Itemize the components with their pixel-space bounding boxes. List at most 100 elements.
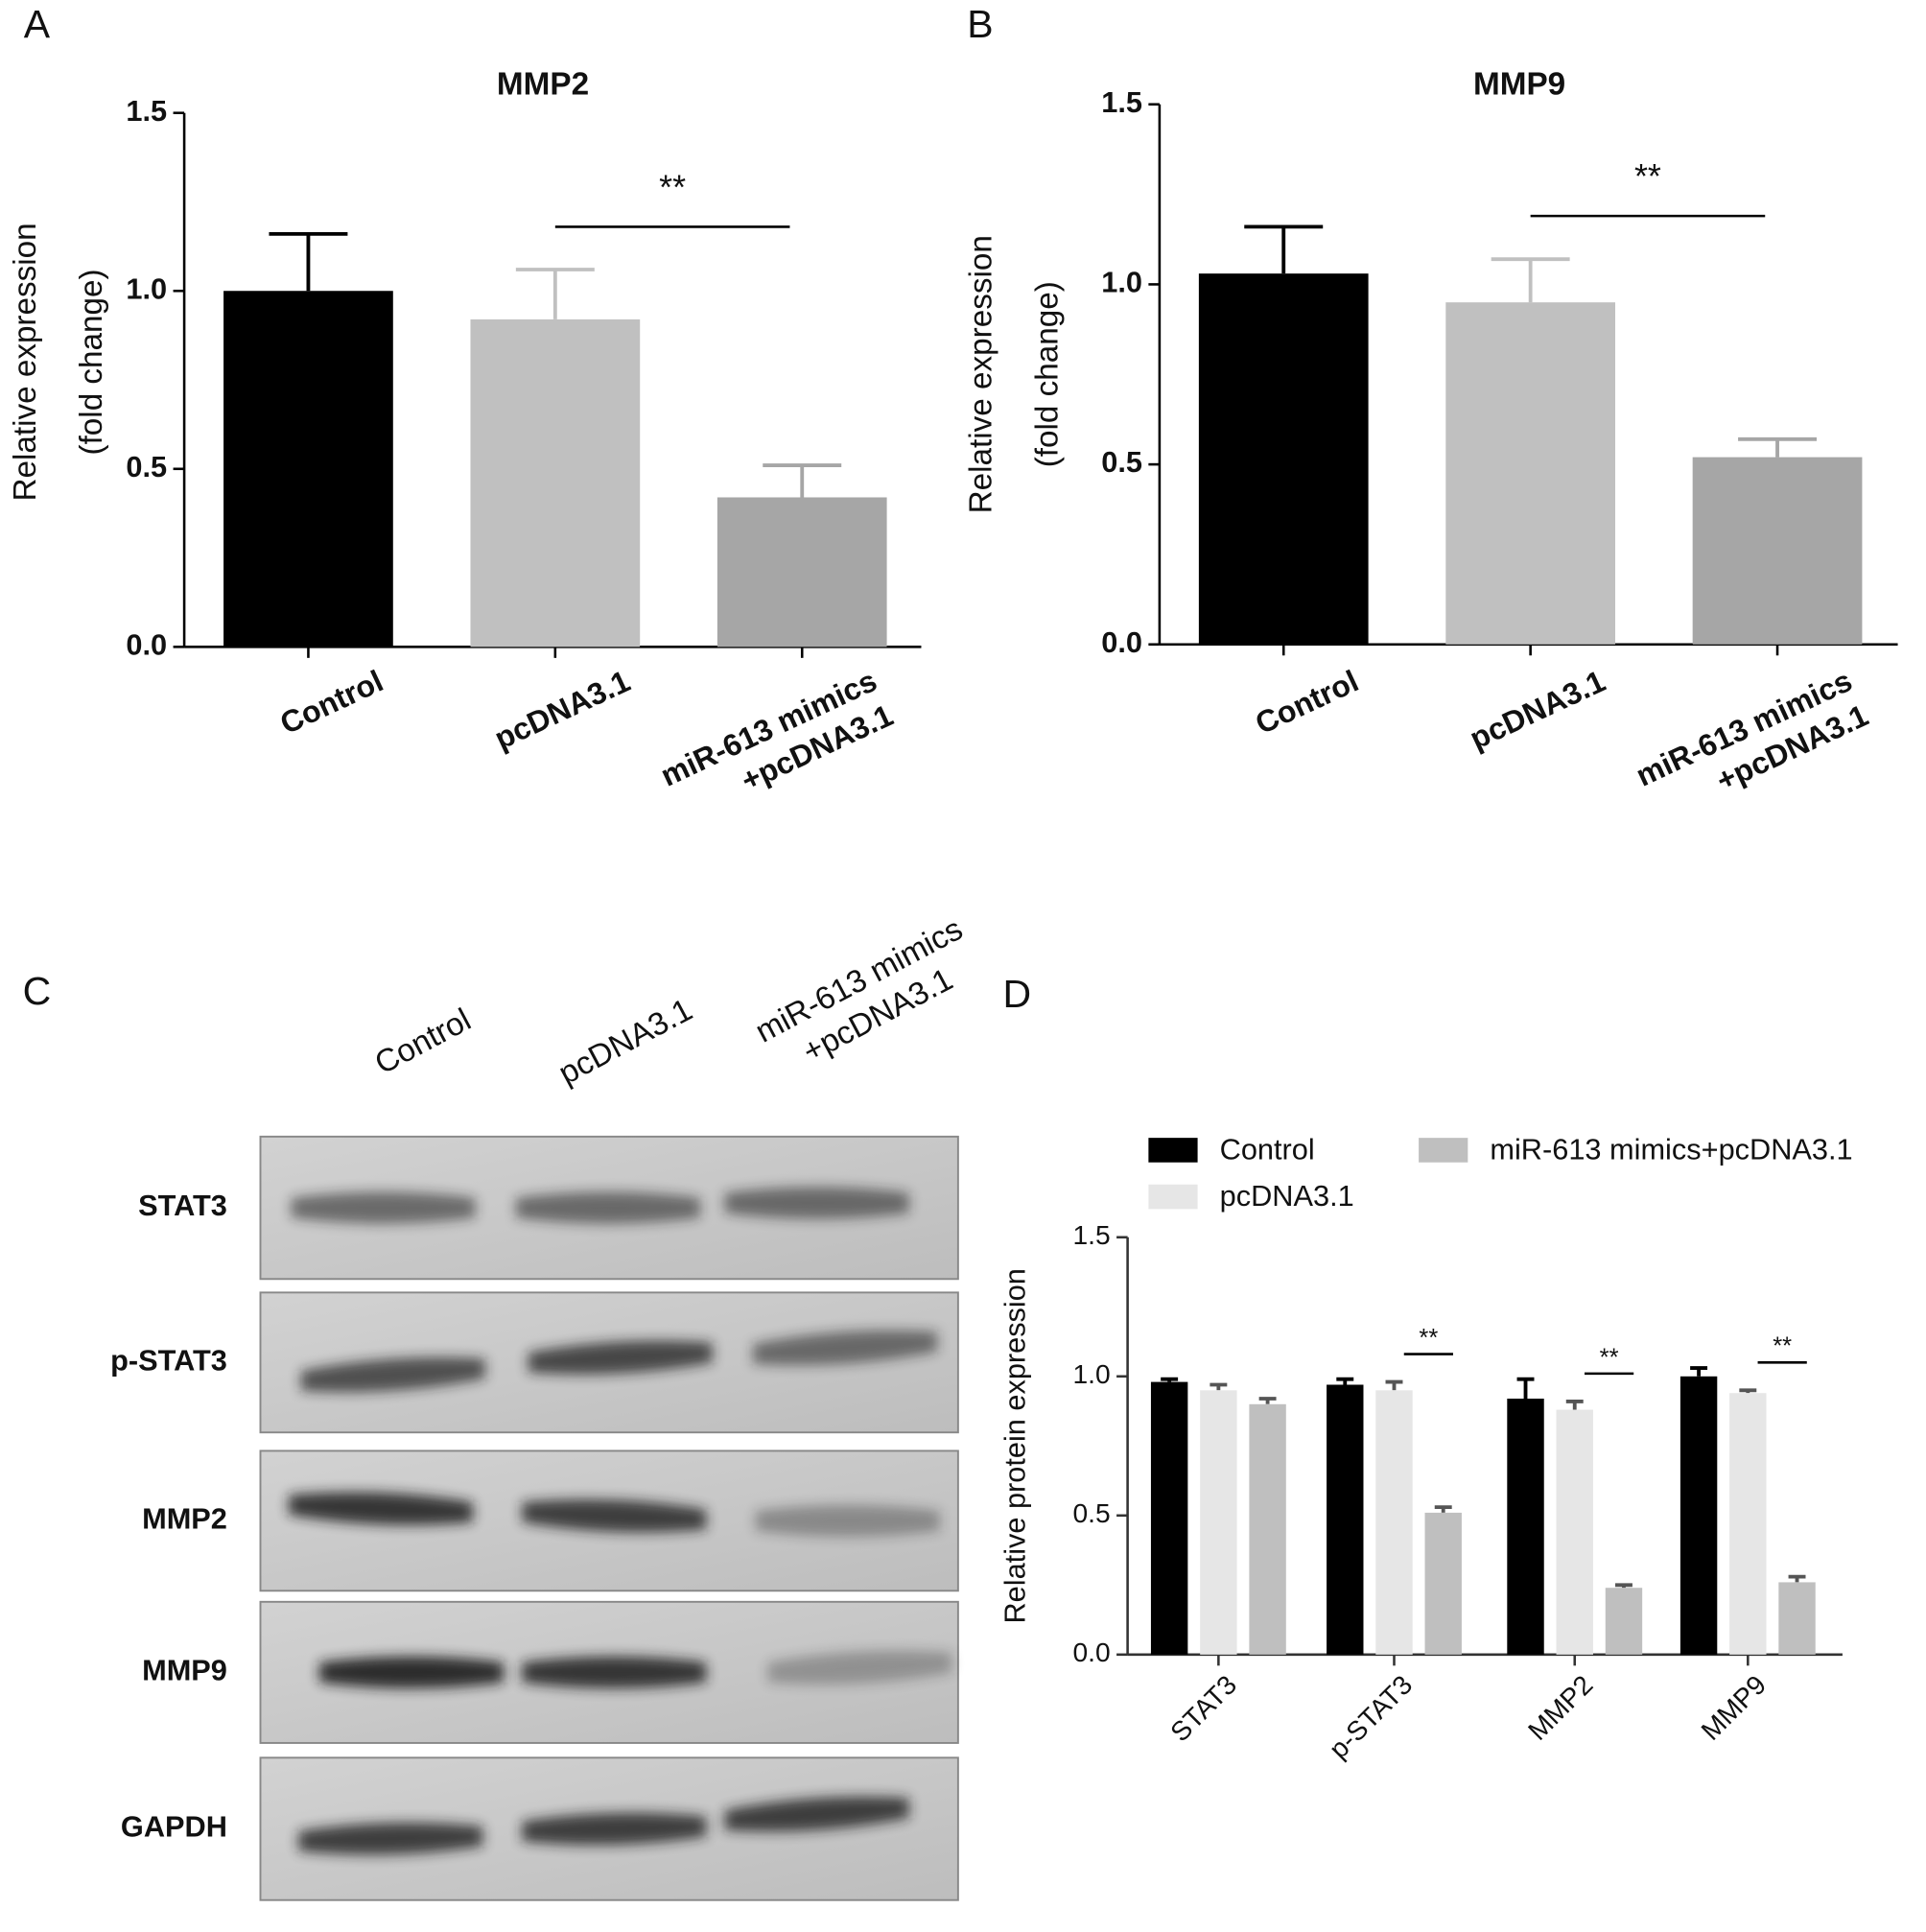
- error-bar: [1258, 1397, 1277, 1404]
- blot-row-label: MMP2: [142, 1501, 227, 1535]
- chart-title: MMP2: [497, 66, 589, 102]
- error-bar: [1385, 1379, 1403, 1391]
- error-bar: [1210, 1382, 1228, 1391]
- bar: [1150, 1381, 1188, 1655]
- y-axis-label: (fold change): [1029, 281, 1065, 467]
- blot-band: [300, 1356, 485, 1393]
- blot-band: [291, 1191, 476, 1224]
- x-tick-label: pcDNA3.1: [1465, 664, 1610, 756]
- bar: [1327, 1384, 1364, 1655]
- error-bar: [1615, 1583, 1632, 1589]
- bar: [470, 318, 641, 648]
- lane-label: pcDNA3.1: [553, 992, 698, 1092]
- blot-band: [522, 1499, 707, 1533]
- bar: [1375, 1390, 1413, 1655]
- bar: [1679, 1376, 1718, 1655]
- panel-label: B: [967, 2, 993, 46]
- legend-swatch: [1419, 1138, 1468, 1163]
- bar: [1424, 1512, 1462, 1655]
- panel-label: D: [1003, 972, 1032, 1016]
- error-bar: [1161, 1377, 1179, 1382]
- error-bar: [1690, 1366, 1708, 1377]
- y-tick-label: 0.0: [1073, 1637, 1111, 1667]
- chart: B MMP9 Relative expression (fold change) 0.0…: [963, 2, 1898, 829]
- y-axis-label: (fold change): [74, 269, 109, 455]
- x-tick-label: Control: [274, 664, 388, 742]
- x-tick-label: p-STAT3: [1324, 1670, 1419, 1765]
- y-axis-label: Relative expression: [8, 223, 43, 501]
- chart: A MMP2 Relative expression (fold change) 0.0…: [8, 2, 922, 829]
- y-tick-label: 0.0: [126, 627, 167, 661]
- y-tick-label: 0.5: [126, 450, 167, 483]
- x-tick-label: miR-613 mimics+pcDNA3.1: [1631, 664, 1873, 829]
- y-tick-label: 1.0: [1101, 266, 1142, 299]
- bar: [1507, 1398, 1544, 1655]
- blot-band: [288, 1492, 474, 1525]
- significance-label: **: [1419, 1325, 1438, 1352]
- legend-label: Control: [1220, 1132, 1315, 1166]
- chart-title: MMP9: [1473, 66, 1565, 102]
- blot-band: [522, 1812, 707, 1846]
- bar: [1556, 1409, 1593, 1655]
- significance-label: **: [1634, 157, 1661, 196]
- error-bar: [1738, 436, 1818, 458]
- error-bar: [1788, 1574, 1806, 1583]
- blot-band: [724, 1796, 909, 1832]
- y-tick-label: 0.5: [1073, 1498, 1111, 1528]
- bar: [1198, 273, 1369, 645]
- bar: [716, 497, 887, 648]
- bar: [1778, 1582, 1816, 1655]
- x-tick-label: pcDNA3.1: [489, 664, 635, 756]
- blot-band: [318, 1656, 505, 1689]
- blot-band: [755, 1504, 940, 1537]
- error-bar: [1336, 1377, 1354, 1385]
- legend-swatch: [1148, 1184, 1198, 1210]
- legend-label: pcDNA3.1: [1220, 1179, 1354, 1213]
- error-bar: [1244, 224, 1324, 274]
- y-tick-label: 1.0: [126, 271, 167, 305]
- y-tick-label: 1.5: [1101, 85, 1142, 119]
- error-bar: [269, 231, 348, 292]
- blot-band: [522, 1656, 707, 1689]
- error-bar: [1739, 1388, 1757, 1394]
- blot-row-label: GAPDH: [121, 1810, 227, 1844]
- bar: [1200, 1390, 1237, 1655]
- y-tick-label: 0.5: [1101, 445, 1142, 479]
- error-bar: [763, 463, 842, 498]
- bar: [1605, 1588, 1643, 1655]
- legend-label: miR-613 mimics+pcDNA3.1: [1490, 1132, 1852, 1166]
- y-tick-label: 1.5: [126, 94, 167, 128]
- blot-band: [298, 1822, 483, 1855]
- panel-label: A: [24, 2, 51, 46]
- error-bar: [1434, 1505, 1452, 1513]
- lane-label: miR-613 mimics+pcDNA3.1: [750, 911, 988, 1085]
- significance-label: **: [1773, 1333, 1792, 1360]
- panel-label: C: [23, 969, 52, 1013]
- blot-band: [753, 1330, 938, 1366]
- blot-band: [724, 1187, 909, 1219]
- error-bar: [1565, 1399, 1584, 1410]
- y-tick-label: 1.5: [1073, 1220, 1111, 1250]
- bar: [1445, 302, 1616, 645]
- blot-row-label: p-STAT3: [110, 1343, 227, 1377]
- blot-band: [528, 1340, 713, 1375]
- x-tick-label: MMP9: [1696, 1670, 1772, 1746]
- significance-label: **: [659, 169, 686, 207]
- x-tick-label: miR-613 mimics+pcDNA3.1: [655, 664, 898, 829]
- error-bar: [515, 268, 595, 319]
- legend-swatch: [1148, 1138, 1198, 1163]
- bar: [1692, 457, 1863, 645]
- bar: [1729, 1393, 1767, 1655]
- error-bar: [1516, 1377, 1535, 1400]
- blot-band: [515, 1191, 700, 1224]
- y-tick-label: 0.0: [1101, 625, 1142, 659]
- y-axis-label: Relative protein expression: [998, 1268, 1031, 1623]
- x-tick-label: Control: [1250, 664, 1363, 742]
- bar: [223, 291, 393, 648]
- x-tick-label: MMP2: [1522, 1670, 1598, 1746]
- blot-band: [767, 1650, 952, 1685]
- error-bar: [1491, 257, 1570, 303]
- chart: D Relative protein expression 0.0 0.5 1.0 1.5…: [998, 972, 1852, 1764]
